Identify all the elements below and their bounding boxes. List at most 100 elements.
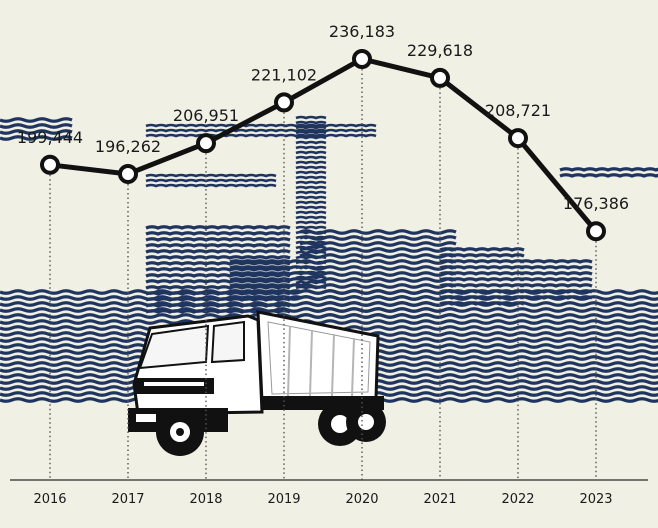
series-line (47, 56, 599, 234)
skyline-stripe (229, 271, 303, 276)
crane-stripe (295, 210, 327, 215)
crane-stripe (295, 130, 327, 135)
skyline-stripe (299, 289, 457, 295)
skyline-stripe (519, 265, 593, 270)
crane-stripe (295, 120, 327, 125)
crane-stripe (295, 245, 327, 250)
data-point (508, 128, 528, 149)
skyline-stripe (145, 309, 291, 314)
skyline-stripe (559, 173, 658, 178)
data-point (40, 154, 60, 175)
crane-stripe (295, 180, 327, 185)
x-tick-label: 2018 (189, 492, 222, 507)
data-label: 221,102 (251, 65, 317, 84)
crane-stripe (295, 280, 327, 285)
crane-stripe (295, 160, 327, 165)
skyline-stripe (145, 303, 291, 308)
skyline-stripe (439, 295, 525, 300)
skyline-stripe (0, 319, 658, 325)
skyline-stripe (229, 277, 303, 282)
crane-stripe (145, 173, 277, 178)
skyline-stripe (299, 253, 457, 259)
skyline-stripe (145, 249, 291, 254)
data-label: 176,386 (563, 194, 629, 213)
crane-stripe (145, 133, 377, 138)
skyline-stripe (0, 129, 73, 135)
data-point (352, 48, 372, 69)
skyline-stripe (439, 289, 525, 294)
crane-stripe (295, 275, 327, 280)
skyline-stripe (229, 265, 303, 270)
skyline-stripe (145, 285, 291, 290)
data-point (274, 92, 294, 113)
crane-stripe (295, 185, 327, 190)
skyline-stripe (299, 313, 457, 319)
skyline-stripe (439, 259, 525, 264)
skyline-stripe (145, 261, 291, 266)
crane-stripe (295, 265, 327, 270)
skyline-stripe (0, 135, 73, 141)
skyline-stripe (439, 265, 525, 270)
skyline-stripe (519, 295, 593, 300)
data-label: 206,951 (173, 106, 239, 125)
skyline-stripe (145, 273, 291, 278)
skyline-stripe (145, 279, 291, 284)
skyline-stripe (439, 247, 525, 252)
crane-stripe (145, 128, 377, 133)
crane-stripe (295, 195, 327, 200)
x-tick-labels: 2016 2017 2018 2019 2020 2021 2022 2023 (33, 492, 612, 507)
skyline-stripe (145, 231, 291, 236)
skyline-stripe (229, 283, 303, 288)
dump-truck-icon (128, 310, 386, 456)
crane-stripe (295, 140, 327, 145)
skyline-stripe (519, 271, 593, 276)
crane-stripe (295, 155, 327, 160)
x-tick-label: 2019 (267, 492, 300, 507)
crane-stripe (295, 240, 327, 245)
crane-stripe (295, 190, 327, 195)
crane-stripe (295, 150, 327, 155)
crane-stripe (295, 115, 327, 120)
skyline-stripe (439, 271, 525, 276)
skyline-stripe (559, 167, 658, 172)
skyline-stripe (145, 225, 291, 230)
crane-stripe (295, 135, 327, 140)
crane-stripe (145, 183, 277, 188)
crane-stripe (295, 165, 327, 170)
crane-stripe (295, 285, 327, 290)
crane-stripe (295, 125, 327, 130)
skyline-stripe (299, 283, 457, 289)
skyline-stripe (229, 295, 303, 300)
skyline-stripe (0, 123, 73, 129)
skyline-stripe (299, 301, 457, 307)
skyline-stripe (145, 237, 291, 242)
skyline-stripe (145, 267, 291, 272)
skyline-stripe (519, 283, 593, 288)
x-tick-label: 2017 (111, 492, 144, 507)
skyline-stripe (519, 277, 593, 282)
data-label: 208,721 (485, 101, 551, 120)
data-point (196, 133, 216, 154)
data-point (586, 221, 606, 242)
x-tick-label: 2021 (423, 492, 456, 507)
skyline-stripe (145, 297, 291, 302)
skyline-stripe (439, 253, 525, 258)
crane-stripe (295, 230, 327, 235)
skyline-stripe (519, 289, 593, 294)
series-group: 199,444 196,262 206,951 221,102 236,183 229,6… (17, 22, 629, 242)
skyline-stripe (145, 243, 291, 248)
crane-stripe (145, 123, 377, 128)
skyline-stripe (299, 307, 457, 313)
skyline-stripe (299, 277, 457, 283)
crane-stripe (295, 145, 327, 150)
skyline-stripe (229, 289, 303, 294)
x-tick-label: 2016 (33, 492, 66, 507)
crane-stripe (295, 225, 327, 230)
x-tick-label: 2023 (579, 492, 612, 507)
crane-stripe (295, 270, 327, 275)
x-tick-label: 2022 (501, 492, 534, 507)
data-label: 196,262 (95, 137, 161, 156)
gridlines (49, 68, 597, 480)
